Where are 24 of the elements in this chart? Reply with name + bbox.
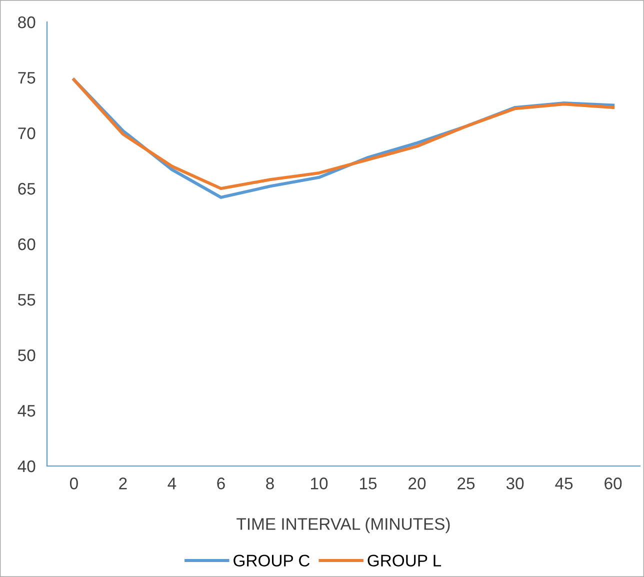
y-tick-label: 75 [18, 72, 36, 84]
legend-label: GROUP C [234, 554, 310, 566]
x-tick-label: 6 [217, 478, 225, 490]
x-tick-label: 15 [360, 478, 377, 490]
legend-label: GROUP L [368, 554, 442, 566]
y-tick-label: 40 [18, 460, 36, 472]
y-tick-label: 60 [18, 238, 36, 250]
x-tick-label: 60 [604, 478, 622, 490]
x-tick-label: 30 [506, 478, 524, 490]
x-axis-title: TIME INTERVAL (MINUTES) [236, 518, 450, 534]
y-tick-label: 50 [18, 349, 36, 362]
x-tick-label: 8 [266, 478, 274, 490]
y-tick-label: 45 [18, 405, 36, 417]
x-tick-label: 0 [70, 478, 78, 490]
y-tick-label: 55 [18, 294, 36, 306]
x-tick-label: 45 [555, 478, 573, 490]
y-tick-label: 80 [18, 16, 36, 28]
x-tick-label: 25 [458, 478, 475, 490]
y-tick-label: 65 [18, 182, 36, 195]
x-tick-label: 10 [311, 478, 328, 490]
y-tick-label: 70 [18, 127, 36, 140]
x-tick-label: 4 [168, 478, 176, 490]
x-tick-label: 20 [408, 478, 426, 490]
x-tick-label: 2 [119, 478, 127, 490]
